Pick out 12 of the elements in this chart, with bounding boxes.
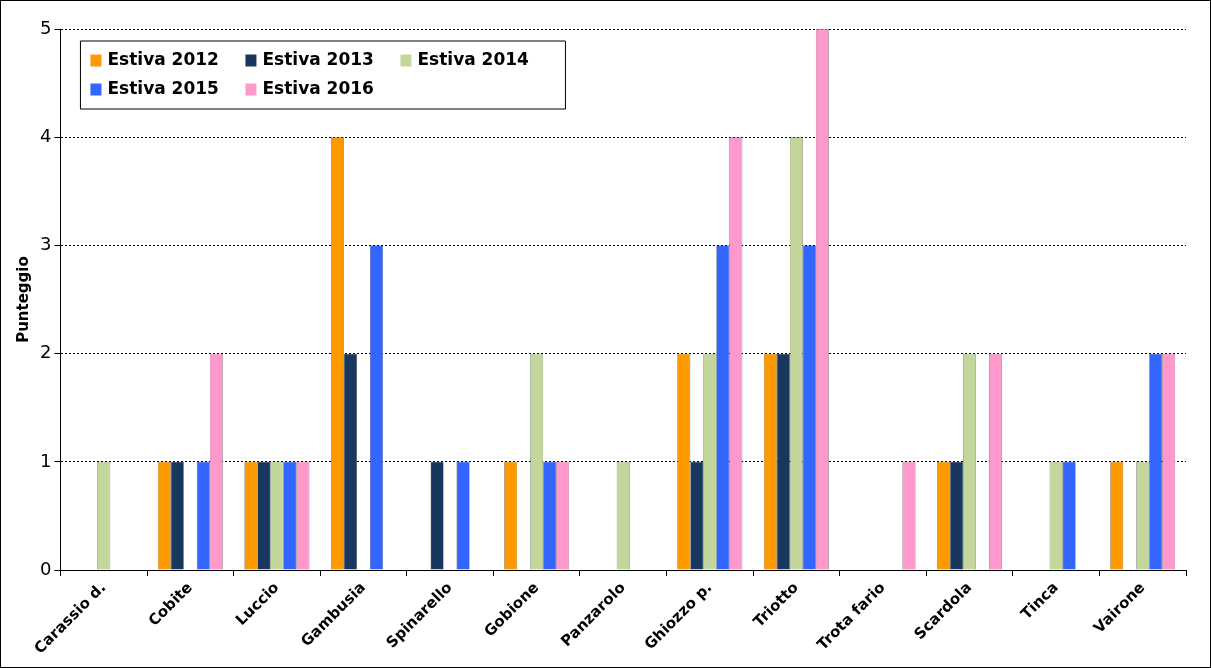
y-tick-label: 3 <box>40 233 52 255</box>
y-tick-label: 2 <box>40 341 52 363</box>
y-tick-label: 0 <box>40 557 52 579</box>
legend-label: Estiva 2014 <box>417 48 530 69</box>
legend-label: Estiva 2013 <box>262 48 374 69</box>
y-tick-label: 5 <box>40 16 52 38</box>
legend-label: Estiva 2015 <box>107 77 219 98</box>
y-tick-label: 4 <box>40 124 52 146</box>
y-tick-label: 1 <box>40 449 52 471</box>
y-axis-title: Punteggio <box>13 256 32 343</box>
legend-label: Estiva 2012 <box>107 48 219 69</box>
legend-label: Estiva 2016 <box>262 77 374 98</box>
